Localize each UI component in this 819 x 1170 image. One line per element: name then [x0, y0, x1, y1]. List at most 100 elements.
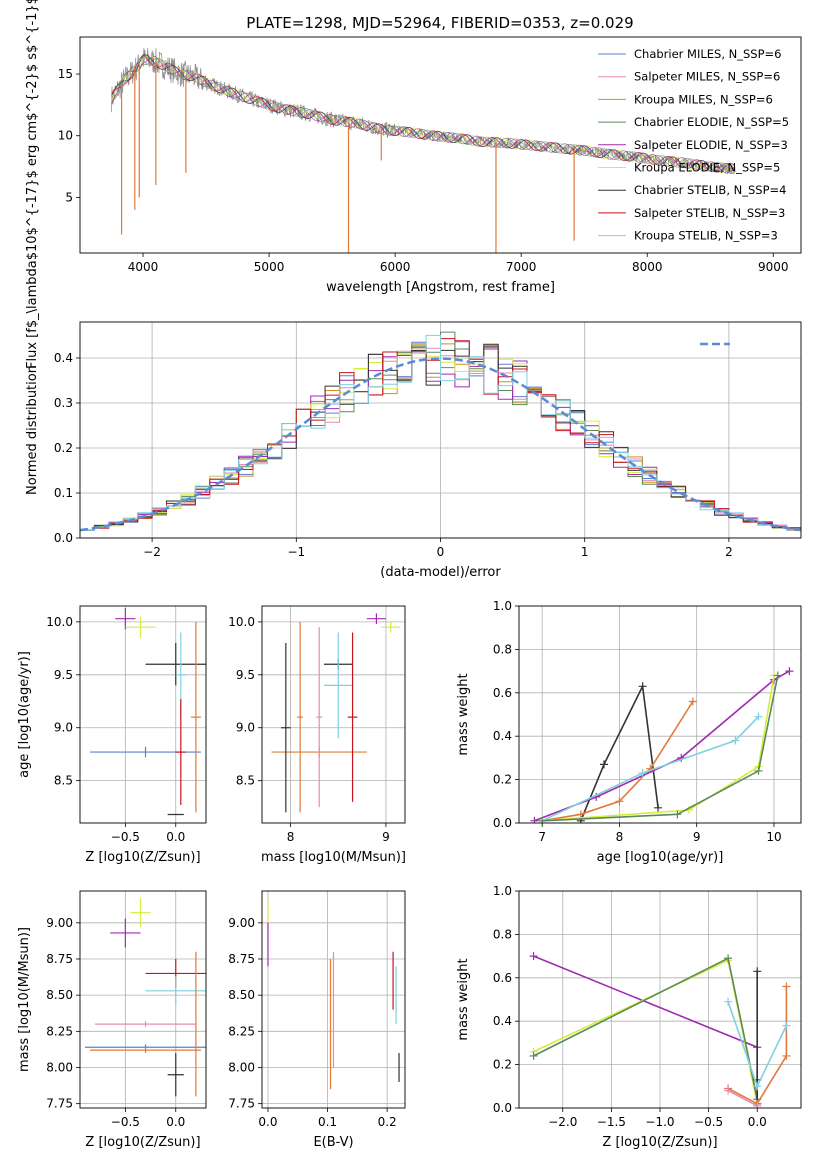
y-tick-label: 8.50 — [46, 988, 73, 1002]
x-tick-label: 0.0 — [258, 1115, 277, 1129]
x-tick-label: −1.0 — [645, 1115, 674, 1129]
x-axis-label: Z [log10(Z/Zsun)] — [85, 850, 200, 865]
weight-series-line — [533, 955, 759, 1104]
y-tick-label: 0.0 — [493, 1101, 512, 1115]
y-tick-label: 9.5 — [54, 668, 73, 682]
residual-histogram — [80, 334, 801, 531]
panel-age-vs-mass: 8 9 8.5 9.0 9.5 10.0 mass [log10(M/Msun)] — [228, 605, 406, 865]
axes-frame — [261, 890, 406, 1109]
x-tick-label: −2 — [143, 545, 161, 559]
panel-mass-vs-ebv: 0.0 0.1 0.2 7.75 8.00 8.25 8.50 8.75 9.00 E(B-V) — [228, 890, 406, 1150]
panel-spectrum: 4000 5000 6000 7000 8000 9000 5 10 15 Chabrier MI… — [25, 0, 802, 369]
y-tick-label: 8.00 — [46, 1060, 73, 1074]
model-spectrum-line — [111, 54, 735, 173]
model-spectrum-line — [111, 57, 735, 174]
weight-point-marker — [673, 810, 682, 819]
x-axis-label: Z [log10(Z/Zsun)] — [602, 1135, 717, 1150]
plot-area-mass-vs-ebv — [262, 891, 405, 1108]
x-tick-label: 1 — [581, 545, 589, 559]
weight-point-marker — [782, 1051, 791, 1060]
x-tick-label: −0.5 — [111, 830, 140, 844]
weight-point-marker — [731, 736, 740, 745]
x-tick-label: 0.0 — [748, 1115, 767, 1129]
y-tick-label: 10 — [58, 129, 73, 143]
x-tick-label: 0.0 — [166, 1115, 185, 1129]
y-axis-label: mass weight — [456, 958, 471, 1040]
y-tick-label: 0.2 — [493, 1058, 512, 1072]
x-axis-label: age [log10(age/yr)] — [597, 850, 724, 865]
legend-label: Kroupa MILES, N_SSP=6 — [634, 92, 773, 106]
plot-area-age-vs-mass — [262, 606, 405, 823]
y-tick-label: 0.0 — [493, 816, 512, 830]
y-axis-label: Normed distribution — [25, 365, 40, 495]
x-tick-label: 0.2 — [378, 1115, 397, 1129]
weight-point-marker — [753, 1101, 762, 1108]
gaussian-curve — [80, 357, 801, 532]
weight-series-line — [541, 716, 760, 822]
x-tick-label: 2 — [725, 545, 733, 559]
weight-point-marker — [538, 816, 547, 823]
y-tick-label: 8.25 — [228, 1024, 255, 1038]
y-tick-label: 9.00 — [228, 916, 255, 930]
y-tick-label: 8.75 — [46, 952, 73, 966]
x-tick-label: −1 — [287, 545, 305, 559]
weight-point-marker — [754, 712, 763, 721]
y-tick-label: 8.00 — [228, 1060, 255, 1074]
axes-frame — [261, 605, 406, 824]
x-tick-label: 8 — [287, 830, 295, 844]
y-axis-label: Flux [f$_\lambda$10$^{-17}$ erg cm$^{-2}… — [25, 0, 40, 369]
legend-label: Salpeter MILES, N_SSP=6 — [634, 70, 780, 84]
x-tick-label: 0.0 — [166, 830, 185, 844]
weight-point-marker — [599, 760, 608, 769]
x-axis-label: (data-model)/error — [380, 565, 501, 580]
weight-point-marker — [724, 1086, 733, 1095]
y-tick-label: 10.0 — [46, 615, 73, 629]
y-tick-label: 0.4 — [493, 729, 512, 743]
y-tick-label: 10.0 — [228, 615, 255, 629]
y-tick-label: 9.5 — [236, 668, 255, 682]
plot-area-weight-vs-age — [519, 606, 801, 823]
y-tick-label: 0.6 — [493, 971, 512, 985]
panel-age-vs-Z: −0.5 0.0 8.5 9.0 9.5 10.0 Z [log10(Z/Zsun)] age… — [17, 605, 207, 865]
y-axis-label: age [log10(age/yr)] — [17, 651, 32, 778]
x-tick-label: −0.5 — [694, 1115, 723, 1129]
x-tick-label: 8 — [616, 830, 624, 844]
x-tick-label: 0 — [437, 545, 445, 559]
y-axis-label: mass [log10(M/Msun)] — [17, 927, 32, 1072]
panel-mass-vs-Z: −0.5 0.0 7.75 8.00 8.25 8.50 8.75 9.00 Z [log10(… — [17, 890, 207, 1150]
y-tick-label: 1.0 — [493, 599, 512, 613]
axes-frame — [79, 890, 207, 1109]
y-tick-label: 9.0 — [54, 721, 73, 735]
model-spectrum-line — [111, 58, 735, 174]
y-tick-label: 0.4 — [493, 1014, 512, 1028]
model-spectrum-line — [111, 55, 735, 174]
weight-series-line — [534, 670, 790, 822]
plot-area-mass-vs-Z — [80, 891, 206, 1108]
y-tick-label: 9.00 — [46, 916, 73, 930]
plot-area-age-vs-Z — [80, 606, 206, 823]
axes-frame — [79, 321, 802, 539]
x-tick-label: 8000 — [632, 260, 663, 274]
model-spectrum-line — [111, 56, 735, 174]
legend-label: Chabrier MILES, N_SSP=6 — [634, 47, 781, 61]
figure-title: PLATE=1298, MJD=52964, FIBERID=0353, z=0… — [246, 14, 633, 32]
x-axis-label: Z [log10(Z/Zsun)] — [85, 1135, 200, 1150]
weight-series-line — [727, 1089, 758, 1107]
x-tick-label: −0.5 — [111, 1115, 140, 1129]
model-spectrum-line — [111, 54, 735, 173]
axes-frame — [79, 36, 802, 254]
weight-series-line — [727, 986, 788, 1105]
x-tick-label: −1.5 — [597, 1115, 626, 1129]
x-tick-label: −2.0 — [548, 1115, 577, 1129]
x-tick-label: 7000 — [506, 260, 537, 274]
x-tick-label: 9000 — [758, 260, 789, 274]
y-tick-label: 15 — [58, 67, 73, 81]
x-axis-label: mass [log10(M/Msun)] — [261, 850, 406, 865]
legend-label: Chabrier STELIB, N_SSP=4 — [634, 183, 786, 197]
weight-series-line — [533, 959, 758, 1104]
y-tick-label: 8.25 — [46, 1024, 73, 1038]
x-axis-label: wavelength [Angstrom, rest frame] — [326, 280, 555, 295]
weight-point-marker — [576, 810, 585, 819]
legend-label: Salpeter STELIB, N_SSP=3 — [634, 206, 785, 220]
